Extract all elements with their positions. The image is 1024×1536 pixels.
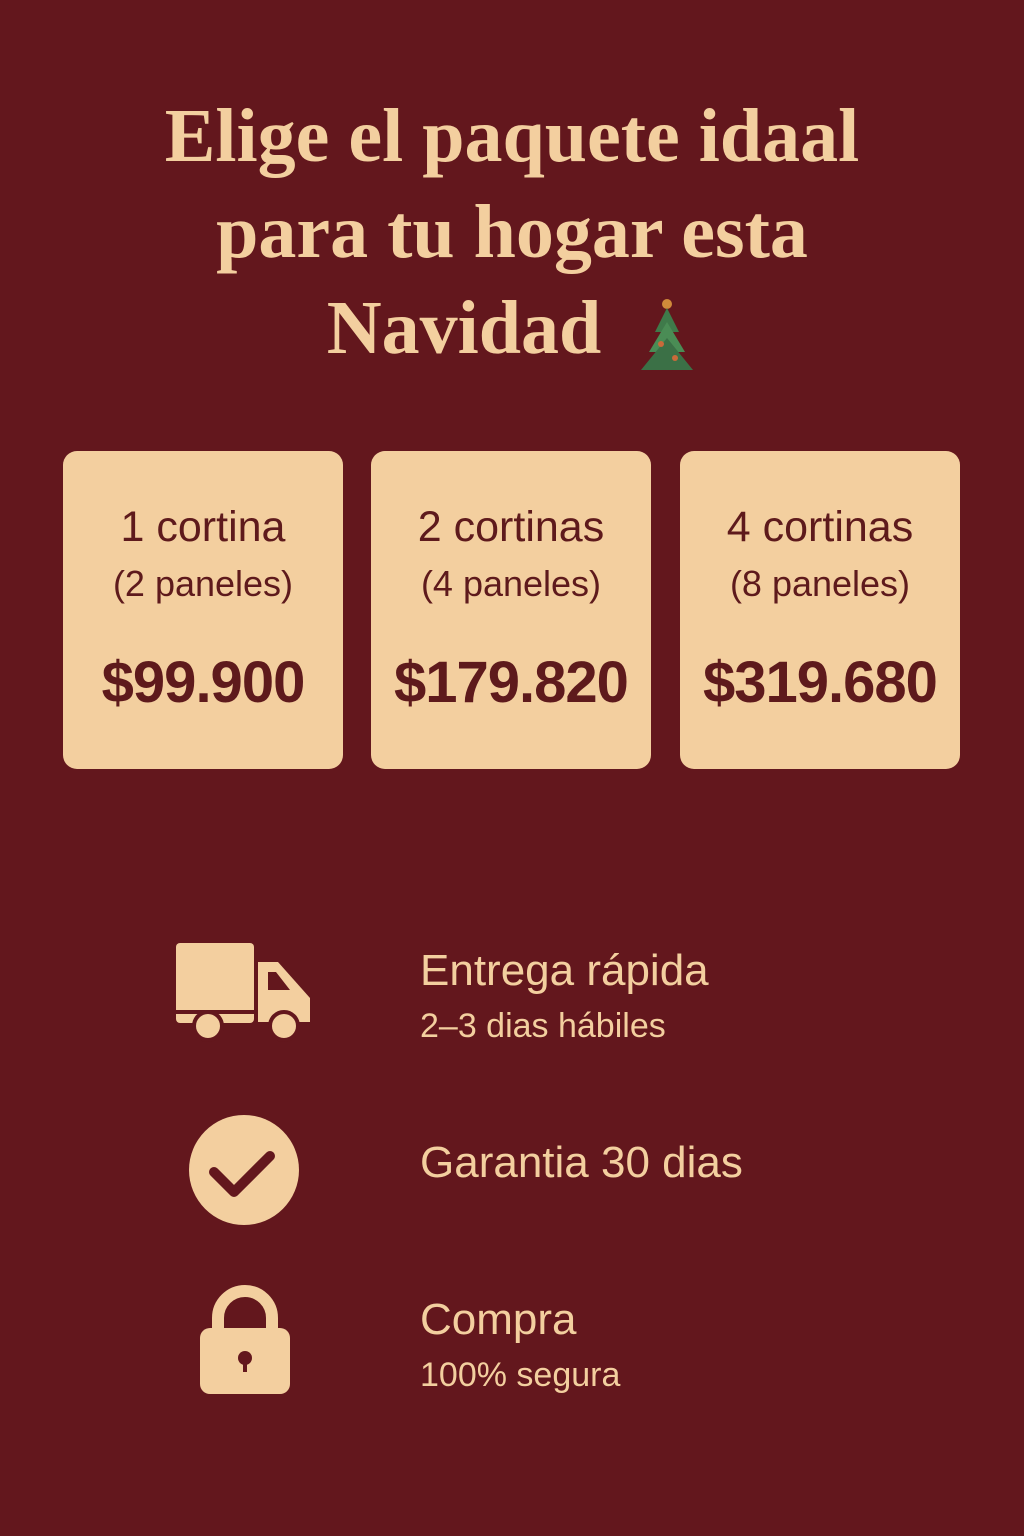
feature-secure: Compra 100% segura bbox=[420, 1295, 620, 1397]
package-card-1[interactable]: 1 cortina (2 paneles) $99.900 bbox=[63, 451, 343, 769]
lock-icon bbox=[200, 1285, 290, 1394]
feature-title: Garantia 30 dias bbox=[420, 1138, 743, 1187]
package-price: $179.820 bbox=[394, 650, 629, 715]
package-card-2[interactable]: 2 cortinas (4 paneles) $179.820 bbox=[371, 451, 651, 769]
package-card-3[interactable]: 4 cortinas (8 paneles) $319.680 bbox=[680, 451, 960, 769]
package-price: $99.900 bbox=[101, 650, 306, 715]
title-line-2: para tu hogar esta bbox=[216, 190, 808, 274]
check-circle-icon bbox=[189, 1115, 299, 1225]
feature-subtitle: 2–3 dias hábiles bbox=[420, 1007, 666, 1045]
package-name: 4 cortinas bbox=[726, 503, 914, 551]
package-detail: (4 paneles) bbox=[420, 563, 602, 604]
package-detail: (8 paneles) bbox=[729, 563, 911, 604]
package-name: 2 cortinas bbox=[417, 503, 605, 551]
feature-title: Entrega rápida bbox=[420, 946, 709, 995]
feature-subtitle: 100% segura bbox=[420, 1356, 621, 1394]
feature-delivery: Entrega rápida 2–3 dias hábiles bbox=[420, 946, 709, 1048]
title-line-3: Navidad bbox=[0, 280, 1024, 376]
truck-icon bbox=[176, 943, 310, 1042]
package-price: $319.680 bbox=[703, 650, 938, 715]
feature-guarantee: Garantia 30 dias bbox=[420, 1138, 743, 1188]
title-line-1: Elige el paquete idaal bbox=[164, 94, 860, 178]
feature-title: Compra bbox=[420, 1295, 577, 1344]
christmas-tree-icon bbox=[641, 298, 694, 370]
page-title: Elige el paquete idaal para tu hogar est… bbox=[0, 88, 1024, 376]
package-detail: (2 paneles) bbox=[112, 563, 294, 604]
package-name: 1 cortina bbox=[120, 503, 286, 551]
title-line-3-text: Navidad bbox=[326, 286, 602, 370]
